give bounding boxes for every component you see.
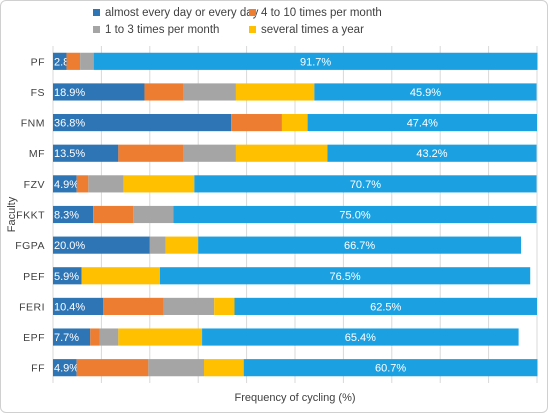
category-tick-label: FGPA [15, 240, 45, 252]
bar-segment [165, 236, 199, 254]
data-label: 75.0% [339, 210, 370, 222]
data-label: 47.4% [407, 118, 438, 130]
bar-segment [53, 297, 104, 315]
bar-segment [118, 144, 184, 162]
bar-segment [163, 297, 215, 315]
bar-segment [173, 205, 537, 224]
bar-segment [123, 175, 195, 193]
bar-segment [93, 52, 538, 70]
data-label: 8.3% [54, 210, 79, 222]
bar-segment [231, 114, 282, 132]
data-label: 91.7% [300, 56, 331, 68]
y-axis-title: Faculty [6, 196, 18, 232]
bar-segment [118, 328, 203, 346]
bar-segment [66, 52, 81, 70]
data-label: 45.9% [410, 87, 441, 99]
bar-segment [204, 359, 244, 377]
data-label: 66.7% [344, 240, 375, 252]
legend-swatch [249, 9, 256, 16]
bar-segment [148, 359, 205, 377]
category-tick-label: EPF [23, 332, 45, 344]
legend-label: several times a year [261, 24, 364, 36]
data-label: 70.7% [350, 179, 381, 191]
category-tick-label: FS [31, 87, 45, 99]
category-tick-label: FERI [19, 301, 45, 313]
bar-segment [149, 236, 166, 254]
bar-segment [307, 114, 537, 132]
bar-segment [53, 175, 77, 193]
bar-segment [183, 83, 236, 101]
bar-segment [76, 359, 149, 377]
legend-swatch [249, 26, 256, 33]
bar-segment [90, 328, 100, 346]
category-tick-label: FZV [24, 179, 45, 191]
bar-segment [93, 205, 134, 224]
bar-segment [327, 144, 537, 162]
legend-label: almost every day or every day [105, 7, 259, 19]
bar-segment [99, 328, 119, 346]
bar-segment [202, 328, 519, 346]
legend-label: 4 to 10 times per month [261, 7, 382, 19]
bar-segment [53, 359, 77, 377]
bar-segment [53, 236, 150, 254]
bar-segment [53, 267, 82, 285]
bar-segment [133, 205, 174, 224]
data-label: 43.2% [416, 148, 447, 160]
data-label: 18.9% [54, 87, 85, 99]
bar-segment [88, 175, 124, 193]
data-label: 36.8% [54, 118, 85, 130]
bar-segment [81, 267, 160, 285]
legend-swatch [93, 26, 100, 33]
data-label: 10.4% [54, 301, 85, 313]
bar-segment [198, 236, 522, 254]
bar-segment [76, 175, 89, 193]
bar-segment [214, 297, 235, 315]
data-label: 4.9% [54, 179, 79, 191]
data-label: 4.9% [54, 363, 79, 375]
bar-segment [243, 359, 538, 377]
bar-segment [194, 175, 537, 193]
bar-segment [80, 52, 94, 70]
bar-segment [53, 205, 94, 224]
bar-segment [314, 83, 537, 101]
bar-segment [53, 144, 119, 162]
category-tick-label: PEF [23, 271, 45, 283]
category-tick-label: FKKT [16, 210, 45, 222]
bar-segment [53, 52, 67, 70]
category-tick-label: MF [29, 148, 45, 160]
bar-segment [53, 114, 232, 132]
category-tick-label: FF [31, 363, 45, 375]
bar-segment [235, 83, 315, 101]
bar-segment [103, 297, 164, 315]
category-tick-label: FNM [21, 118, 45, 130]
bar-segment [234, 297, 537, 315]
data-label: 7.7% [54, 332, 79, 344]
legend-swatch [93, 9, 100, 16]
data-label: 62.5% [370, 301, 401, 313]
bar-segment [183, 144, 236, 162]
data-label: 20.0% [54, 240, 85, 252]
data-label: 65.4% [345, 332, 376, 344]
data-label: 60.7% [375, 363, 406, 375]
bar-segment [281, 114, 308, 132]
bar-segment [53, 83, 145, 101]
data-label: 76.5% [329, 271, 360, 283]
bar-segment [53, 328, 91, 346]
bar-segment [235, 144, 328, 162]
data-label: 5.9% [54, 271, 79, 283]
category-tick-label: PF [31, 56, 45, 68]
legend-label: 1 to 3 times per month [105, 24, 219, 36]
x-axis-title: Frequency of cycling (%) [234, 392, 355, 404]
bar-segment [159, 267, 531, 285]
bar-segment [144, 83, 184, 101]
data-label: 13.5% [54, 148, 85, 160]
